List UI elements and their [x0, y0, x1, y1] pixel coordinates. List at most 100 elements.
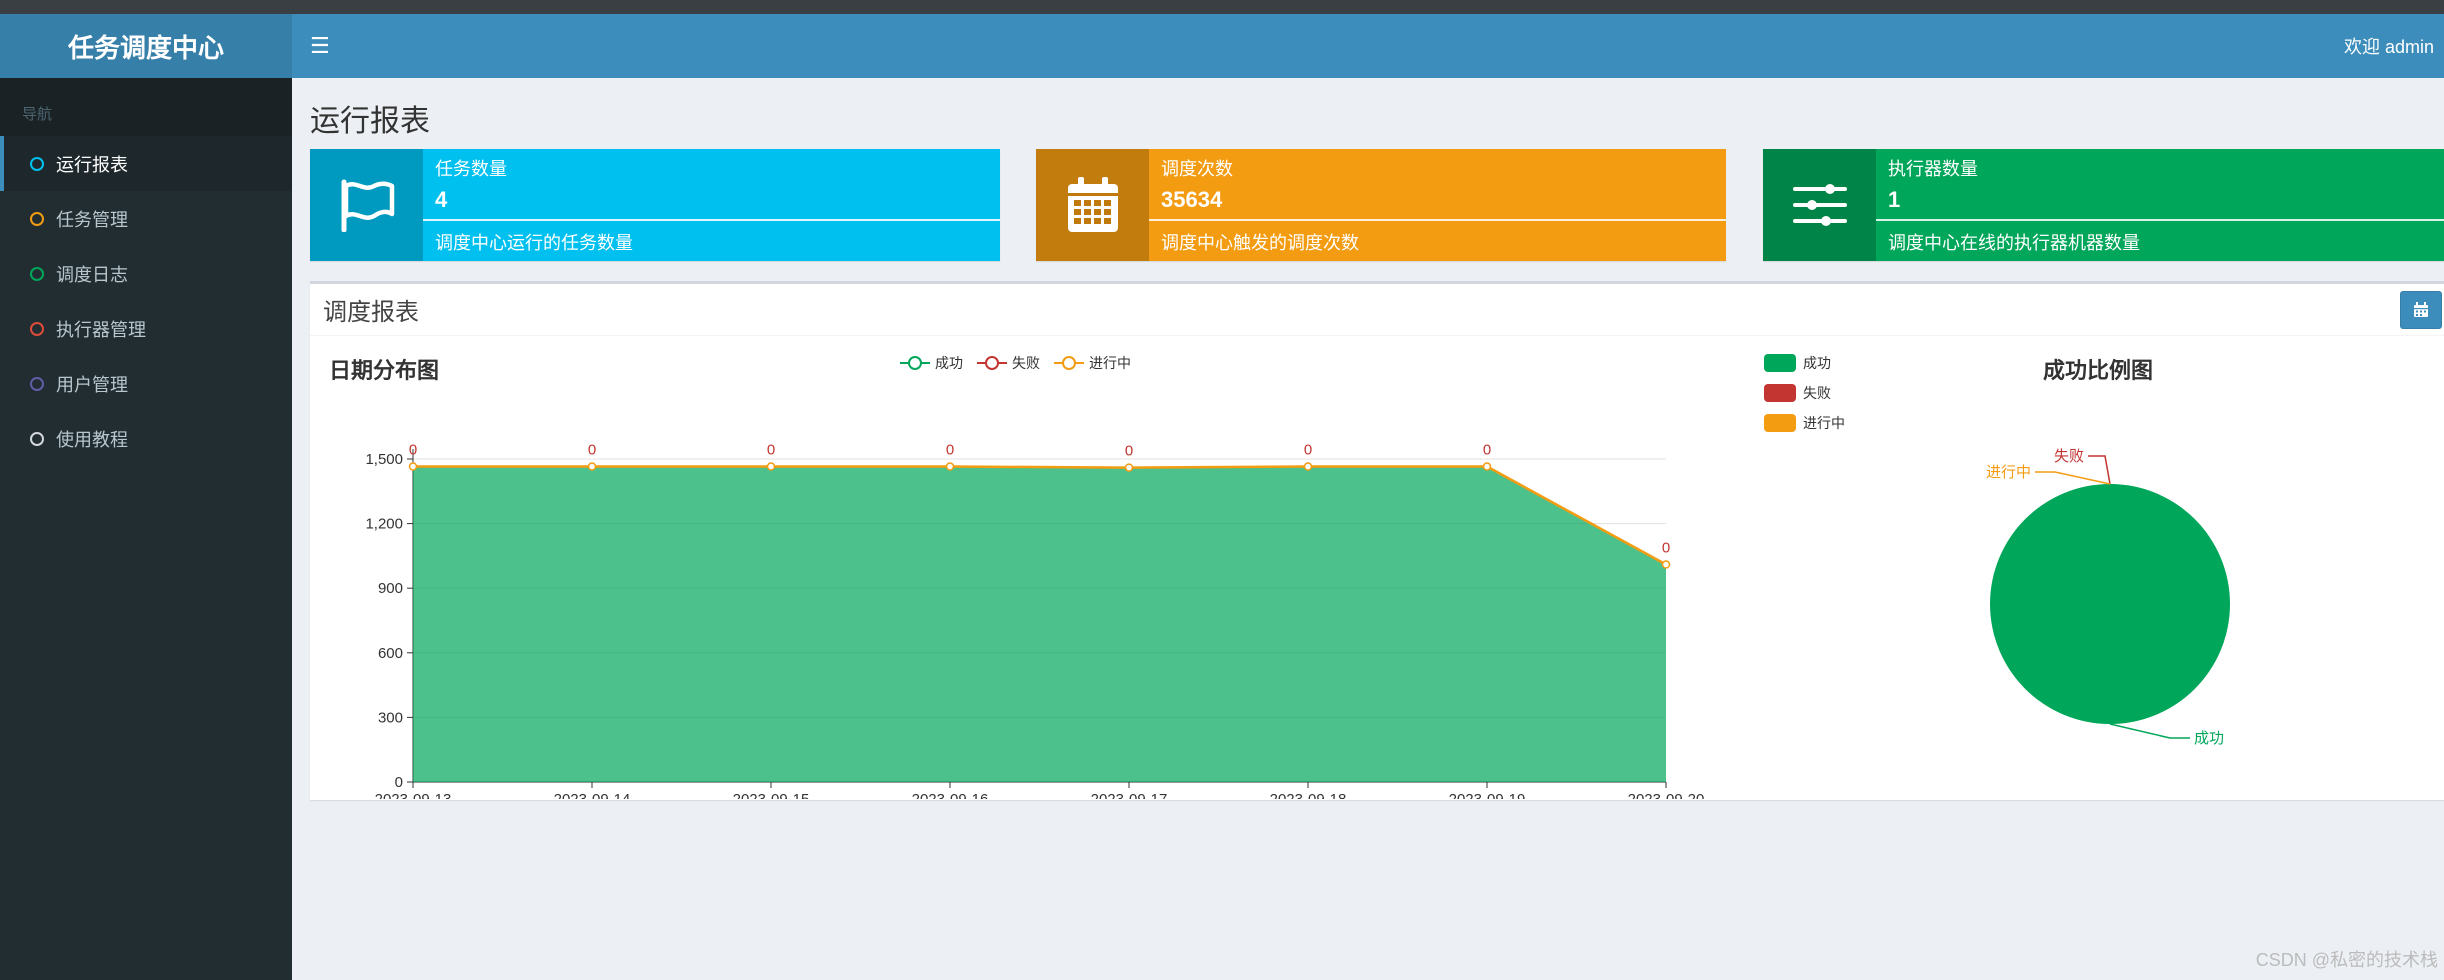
legend-marker-icon — [900, 356, 930, 370]
legend-item[interactable]: 失败 — [977, 353, 1040, 373]
legend-label: 失败 — [1012, 355, 1040, 371]
legend-label: 成功 — [1803, 355, 1831, 371]
data-point — [1661, 560, 1671, 569]
data-label: 0 — [1662, 540, 1670, 557]
line-chart-title: 日期分布图 — [329, 358, 440, 383]
pie-chart-legend: 成功 失败 进行中 — [1764, 348, 1845, 438]
circle-icon — [30, 266, 44, 281]
legend-label: 成功 — [935, 355, 963, 371]
data-label: 0 — [946, 442, 954, 459]
sidebar-item-label: 执行器管理 — [56, 319, 146, 340]
area-success — [413, 466, 1666, 782]
info-box-number: 35634 — [1161, 187, 1223, 212]
pie-chart-title: 成功比例图 — [2043, 358, 2154, 383]
legend-label: 进行中 — [1803, 415, 1845, 431]
pie-slice-label: 进行中 — [1986, 464, 2031, 481]
report-box-title: 调度报表 — [323, 299, 419, 326]
sliders-icon — [1763, 149, 1876, 261]
report-box-header: 调度报表 — [310, 284, 2444, 336]
calendar-icon — [2414, 301, 2428, 317]
data-point — [766, 462, 776, 471]
pie-legend-item[interactable]: 成功 — [1764, 348, 1845, 378]
y-tick-label: 1,500 — [365, 451, 403, 468]
y-tick-label: 900 — [378, 580, 403, 597]
sidebar-item[interactable]: 调度日志 — [0, 246, 292, 301]
data-label: 0 — [1483, 442, 1491, 459]
info-box-label: 执行器数量 — [1888, 159, 1978, 179]
info-box-task-count: 任务数量 4 调度中心运行的任务数量 — [310, 149, 1000, 261]
pie-leader-line — [2035, 471, 2111, 485]
info-box-description: 调度中心在线的执行器机器数量 — [1888, 233, 2140, 253]
legend-swatch — [1764, 354, 1796, 372]
legend-item[interactable]: 成功 — [900, 353, 963, 373]
sidebar-item-label: 用户管理 — [56, 374, 128, 395]
data-point — [587, 462, 597, 471]
data-point — [945, 462, 955, 471]
data-label: 0 — [409, 442, 417, 459]
nav-list: 运行报表任务管理调度日志执行器管理用户管理使用教程 — [0, 136, 292, 466]
info-box-number: 1 — [1888, 187, 1901, 212]
legend-marker-icon — [977, 356, 1007, 370]
date-distribution-chart: 03006009001,2001,500000000002023-09-1320… — [365, 442, 1705, 799]
data-point — [1303, 462, 1313, 471]
pie-leader-line — [2109, 723, 2190, 739]
x-tick-label: 2023-09-15 — [733, 791, 810, 799]
watermark: CSDN @私密的技术栈 — [2255, 950, 2438, 970]
top-navbar: ☰ 欢迎 admin — [292, 14, 2444, 78]
pie-legend-item[interactable]: 失败 — [1764, 378, 1845, 408]
report-box: 调度报表 日期分布图 成功 失败 进行中 0 300 600 900 1,200 1,500 0… — [310, 281, 2444, 800]
info-box-label: 调度次数 — [1161, 159, 1233, 179]
legend-label: 进行中 — [1089, 355, 1131, 371]
data-label: 0 — [1304, 442, 1312, 459]
info-box-progress — [1876, 219, 2444, 221]
legend-marker-icon — [1054, 356, 1084, 370]
sidebar-item-label: 使用教程 — [56, 429, 128, 450]
x-tick-label: 2023-09-19 — [1449, 791, 1526, 799]
nav-header: 导航 — [0, 78, 292, 136]
pie-slice-label: 成功 — [2194, 730, 2224, 747]
x-tick-label: 2023-09-16 — [912, 791, 989, 799]
data-point — [408, 462, 418, 471]
menu-toggle-icon[interactable]: ☰ — [310, 33, 330, 58]
page-title: 运行报表 — [310, 105, 430, 138]
date-range-button[interactable] — [2400, 290, 2442, 329]
circle-icon — [30, 431, 44, 446]
info-box-description: 调度中心触发的调度次数 — [1161, 233, 1359, 253]
info-box-description: 调度中心运行的任务数量 — [435, 233, 633, 253]
line-chart-legend: 成功 失败 进行中 — [900, 353, 1145, 373]
flag-icon — [310, 149, 423, 261]
x-tick-label: 2023-09-18 — [1270, 791, 1347, 799]
sidebar-item[interactable]: 执行器管理 — [0, 301, 292, 356]
legend-label: 失败 — [1803, 385, 1831, 401]
circle-icon — [30, 376, 44, 391]
x-tick-label: 2023-09-14 — [554, 791, 631, 799]
sidebar: 任务调度中心 导航 运行报表任务管理调度日志执行器管理用户管理使用教程 — [0, 14, 292, 980]
legend-item[interactable]: 进行中 — [1054, 353, 1131, 373]
info-box-executor-count: 执行器数量 1 调度中心在线的执行器机器数量 — [1763, 149, 2444, 261]
y-tick-label: 600 — [378, 645, 403, 662]
pie-leader-line — [2088, 455, 2111, 485]
calendar-icon — [1036, 149, 1149, 261]
data-point — [1124, 463, 1134, 472]
sidebar-item[interactable]: 运行报表 — [0, 136, 292, 191]
browser-tab-strip — [0, 0, 2444, 14]
pie-legend-item[interactable]: 进行中 — [1764, 408, 1845, 438]
legend-swatch — [1764, 414, 1796, 432]
info-box-progress — [423, 219, 1000, 221]
sidebar-item-label: 任务管理 — [56, 209, 128, 230]
legend-swatch — [1764, 384, 1796, 402]
data-label: 0 — [767, 442, 775, 459]
sidebar-item[interactable]: 用户管理 — [0, 356, 292, 411]
sidebar-item[interactable]: 使用教程 — [0, 411, 292, 466]
app-logo[interactable]: 任务调度中心 — [0, 14, 292, 78]
x-tick-label: 2023-09-13 — [375, 791, 452, 799]
x-tick-label: 2023-09-17 — [1091, 791, 1168, 799]
welcome-user[interactable]: 欢迎 admin — [2343, 37, 2434, 57]
info-box-progress — [1149, 219, 1726, 221]
x-tick-label: 2023-09-20 — [1628, 791, 1705, 799]
info-box-dispatch-count: 调度次数 35634 调度中心触发的调度次数 — [1036, 149, 1726, 261]
y-tick-label: 1,200 — [365, 516, 403, 533]
pie-slice — [1990, 484, 2230, 724]
sidebar-item-label: 调度日志 — [56, 264, 128, 285]
sidebar-item[interactable]: 任务管理 — [0, 191, 292, 246]
